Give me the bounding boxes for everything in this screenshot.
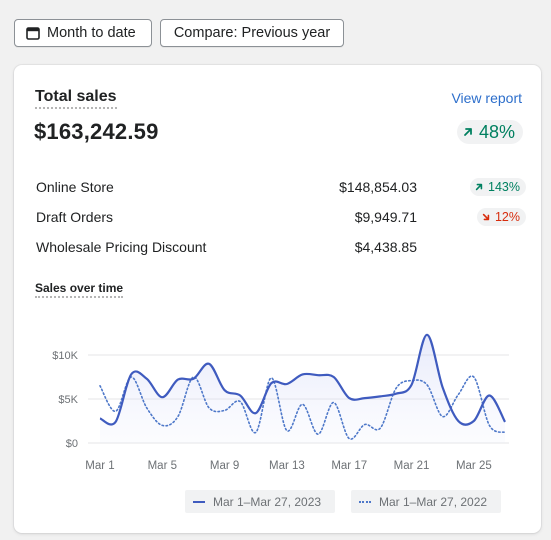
breakdown-amount: $148,854.03 (339, 179, 417, 195)
breakdown-change: 12% (494, 210, 520, 224)
x-tick-label: Mar 25 (456, 460, 492, 472)
breakdown-row: Online Store $148,854.03 143% (36, 177, 526, 197)
breakdown-change: 143% (488, 180, 520, 194)
total-sales-card: Total sales View report $163,242.59 48% … (14, 65, 541, 533)
y-tick-label: $5K (58, 394, 78, 406)
breakdown-row: Draft Orders $9,949.71 12% (36, 207, 526, 227)
legend-item-current[interactable]: Mar 1–Mar 27, 2023 (185, 490, 336, 513)
arrow-up-right-icon (475, 183, 483, 191)
x-tick-label: Mar 13 (269, 460, 305, 472)
total-change-value: 48% (478, 121, 515, 142)
series-area-current (100, 334, 505, 443)
x-tick-label: Mar 21 (394, 460, 430, 472)
chart-title[interactable]: Sales over time (35, 281, 124, 298)
legend-item-previous[interactable]: Mar 1–Mar 27, 2022 (351, 490, 502, 513)
total-change-badge: 48% (456, 120, 523, 144)
legend-swatch-dotted (359, 500, 371, 503)
x-tick-label: Mar 9 (210, 460, 239, 472)
compare-label: Compare: Previous year (173, 25, 331, 41)
breakdown-change-badge: 12% (476, 208, 526, 226)
legend-label: Mar 1–Mar 27, 2023 (213, 494, 322, 509)
series-line-previous (99, 375, 506, 440)
x-tick-label: Mar 1 (85, 460, 114, 472)
breakdown-amount: $4,438.85 (354, 239, 417, 255)
breakdown-name: Draft Orders (36, 209, 114, 225)
date-range-button[interactable]: Month to date (14, 19, 152, 47)
breakdown-amount: $9,949.71 (354, 209, 417, 225)
series-line-current (99, 333, 506, 426)
breakdown-name: Online Store (36, 179, 114, 195)
total-sales-value: $163,242.59 (34, 119, 159, 144)
legend-swatch-solid (193, 500, 205, 503)
y-tick-label: $0 (66, 438, 78, 450)
breakdown-change-badge: 143% (470, 178, 526, 196)
breakdown-row: Wholesale Pricing Discount $4,438.85 (36, 237, 526, 257)
sales-over-time-chart: $0 $5K $10K Mar 1 Mar 5 Mar 9 Mar 13 Mar 17 Mar … (52, 333, 509, 472)
calendar-icon (26, 27, 40, 40)
legend-label: Mar 1–Mar 27, 2022 (379, 494, 488, 509)
arrow-up-right-icon (464, 128, 472, 136)
date-range-label: Month to date (47, 25, 136, 41)
x-tick-label: Mar 5 (148, 460, 177, 472)
card-title[interactable]: Total sales (35, 88, 117, 109)
x-tick-label: Mar 17 (331, 460, 367, 472)
compare-button[interactable]: Compare: Previous year (160, 19, 344, 47)
view-report-link[interactable]: View report (451, 90, 522, 106)
breakdown-name: Wholesale Pricing Discount (36, 239, 207, 255)
arrow-down-right-icon (482, 213, 490, 221)
y-tick-label: $10K (52, 350, 78, 362)
